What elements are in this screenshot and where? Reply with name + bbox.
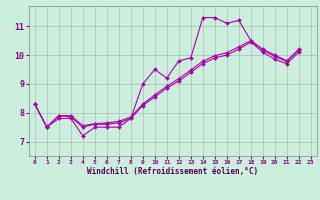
X-axis label: Windchill (Refroidissement éolien,°C): Windchill (Refroidissement éolien,°C) [87,167,258,176]
